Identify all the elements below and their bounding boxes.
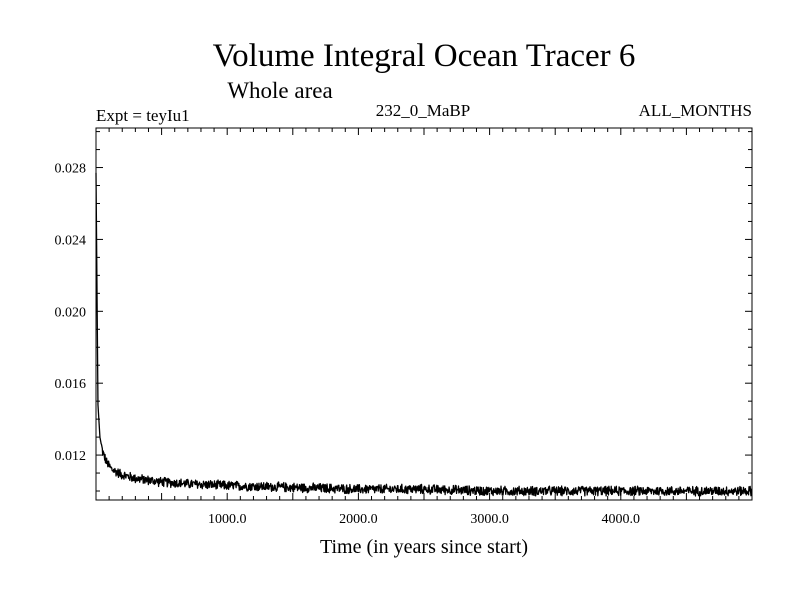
x-tick-labels: 1000.0 2000.0 3000.0 4000.0 [208,512,640,527]
x-tick-label: 4000.0 [602,512,641,527]
x-tick-label: 3000.0 [470,512,509,527]
x-tick-label: 1000.0 [208,512,247,527]
x-tick-label: 2000.0 [339,512,378,527]
experiment-label: Expt = teyIu1 [96,106,190,125]
run-label: 232_0_MaBP [376,101,470,120]
y-tick-label: 0.020 [55,305,87,320]
axis-ticks [96,128,752,500]
chart-title: Volume Integral Ocean Tracer 6 [213,38,636,74]
series-line [95,172,753,497]
chart-subtitle: Whole area [227,78,332,103]
x-axis-label: Time (in years since start) [320,536,528,558]
y-tick-label: 0.024 [55,233,87,248]
period-label: ALL_MONTHS [639,101,752,120]
series-layer [95,172,753,497]
y-tick-label: 0.012 [55,449,87,464]
y-tick-labels: 0.012 0.016 0.020 0.024 0.028 [55,162,87,465]
plot-frame [95,127,753,501]
y-tick-label: 0.028 [55,162,87,177]
y-tick-label: 0.016 [55,377,87,392]
